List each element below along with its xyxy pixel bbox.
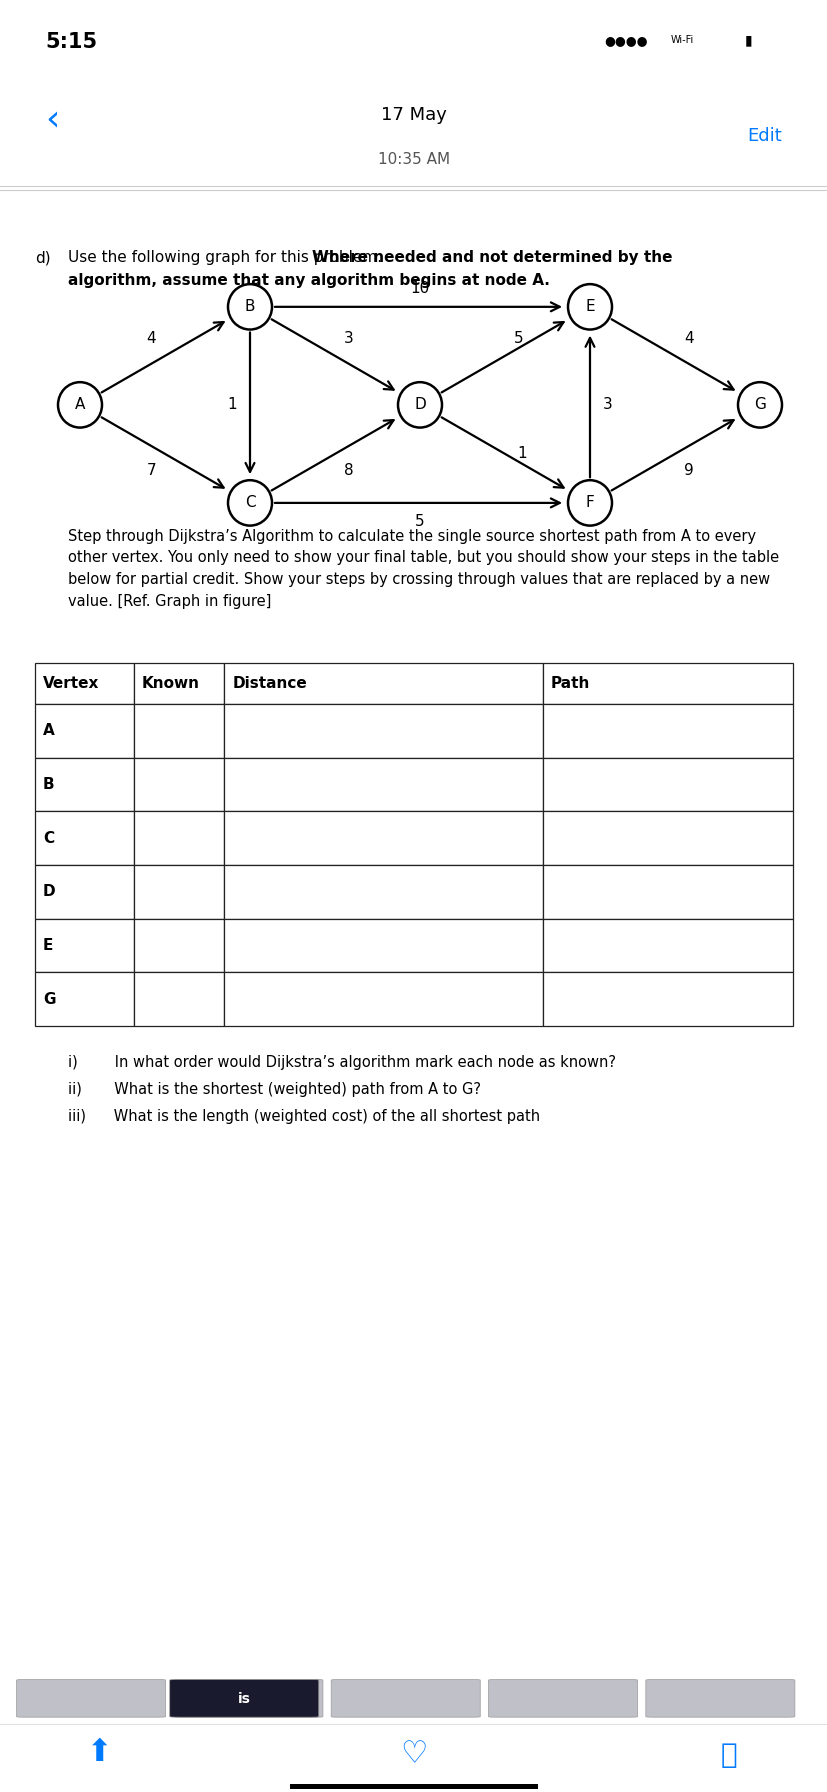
Text: ⬜: ⬜	[719, 1740, 736, 1769]
Text: 4: 4	[146, 332, 155, 346]
Bar	[224, 704, 543, 758]
Bar	[543, 973, 792, 1027]
Text: Distance: Distance	[232, 676, 307, 692]
Bar	[543, 663, 792, 704]
Bar	[35, 973, 133, 1027]
Text: 3: 3	[602, 398, 612, 412]
Text: 10:35 AM: 10:35 AM	[377, 152, 450, 167]
Text: 7: 7	[146, 464, 155, 478]
Text: A: A	[43, 724, 55, 738]
FancyBboxPatch shape	[645, 1679, 794, 1717]
Text: ii)       What is the shortest (weighted) path from A to G?: ii) What is the shortest (weighted) path…	[68, 1082, 480, 1097]
Text: G: G	[43, 991, 55, 1007]
Bar	[35, 812, 133, 866]
Text: 1: 1	[227, 398, 237, 412]
Bar	[133, 866, 224, 919]
Circle shape	[398, 382, 442, 428]
Text: ▮: ▮	[744, 34, 752, 47]
Bar	[224, 866, 543, 919]
Text: Wi-Fi: Wi-Fi	[670, 36, 693, 45]
Text: 5: 5	[414, 514, 424, 529]
Bar	[543, 866, 792, 919]
Bar	[224, 919, 543, 973]
Text: Vertex: Vertex	[43, 676, 99, 692]
Bar	[289, 1785, 538, 1788]
Bar	[224, 973, 543, 1027]
FancyBboxPatch shape	[174, 1679, 323, 1717]
Text: C: C	[43, 831, 54, 846]
Circle shape	[227, 285, 272, 330]
Circle shape	[737, 382, 781, 428]
Text: B: B	[245, 299, 255, 314]
Text: 5:15: 5:15	[45, 32, 98, 52]
Bar	[133, 704, 224, 758]
Bar	[543, 919, 792, 973]
Bar	[133, 919, 224, 973]
Text: iii)      What is the length (weighted cost) of the all shortest path: iii) What is the length (weighted cost) …	[68, 1109, 539, 1124]
Bar	[543, 812, 792, 866]
Bar	[224, 812, 543, 866]
Text: F: F	[585, 495, 594, 511]
Text: Use the following graph for this problem.: Use the following graph for this problem…	[68, 251, 386, 265]
Text: C: C	[245, 495, 255, 511]
Text: E: E	[585, 299, 594, 314]
Text: ●●●●: ●●●●	[604, 34, 648, 47]
Bar	[133, 758, 224, 812]
FancyBboxPatch shape	[488, 1679, 637, 1717]
Text: Where needed and not determined by the: Where needed and not determined by the	[311, 251, 672, 265]
Bar	[133, 973, 224, 1027]
Bar	[35, 866, 133, 919]
Text: 3: 3	[343, 332, 353, 346]
Circle shape	[58, 382, 102, 428]
Text: G: G	[753, 398, 765, 412]
Circle shape	[227, 480, 272, 525]
Bar	[224, 758, 543, 812]
Bar	[35, 758, 133, 812]
Circle shape	[567, 285, 611, 330]
Text: Step through Dijkstra’s Algorithm to calculate the single source shortest path f: Step through Dijkstra’s Algorithm to cal…	[68, 529, 755, 543]
Text: 4: 4	[683, 332, 693, 346]
Bar	[543, 758, 792, 812]
Text: A: A	[74, 398, 85, 412]
Text: 9: 9	[683, 464, 693, 478]
Text: other vertex. You only need to show your final table, but you should show your s: other vertex. You only need to show your…	[68, 550, 778, 564]
Text: D: D	[414, 398, 425, 412]
Text: 1: 1	[517, 446, 527, 461]
FancyBboxPatch shape	[170, 1679, 318, 1717]
Circle shape	[567, 480, 611, 525]
Text: i)        In what order would Dijkstra’s algorithm mark each node as known?: i) In what order would Dijkstra’s algori…	[68, 1055, 615, 1070]
FancyBboxPatch shape	[331, 1679, 480, 1717]
Bar	[224, 663, 543, 704]
Text: 10: 10	[410, 281, 429, 296]
Bar	[133, 663, 224, 704]
Text: Edit: Edit	[747, 127, 782, 145]
Text: Path: Path	[550, 676, 590, 692]
Text: is: is	[237, 1692, 251, 1706]
Text: Known: Known	[141, 676, 199, 692]
Bar	[35, 704, 133, 758]
Bar	[133, 812, 224, 866]
Text: ⬆: ⬆	[87, 1738, 112, 1767]
Text: ‹: ‹	[45, 104, 60, 138]
Text: below for partial credit. Show your steps by crossing through values that are re: below for partial credit. Show your step…	[68, 572, 769, 588]
Text: E: E	[43, 937, 53, 953]
FancyBboxPatch shape	[17, 1679, 165, 1717]
Bar	[35, 663, 133, 704]
Text: d): d)	[35, 251, 50, 265]
Text: algorithm, assume that any algorithm begins at node A.: algorithm, assume that any algorithm beg…	[68, 272, 549, 289]
Text: ♡: ♡	[399, 1740, 428, 1769]
Text: 5: 5	[514, 332, 523, 346]
Text: 17 May: 17 May	[380, 106, 447, 124]
Text: value. [Ref. Graph in figure]: value. [Ref. Graph in figure]	[68, 593, 271, 609]
Text: D: D	[43, 885, 55, 900]
Bar	[35, 919, 133, 973]
Bar	[543, 704, 792, 758]
Text: 8: 8	[343, 464, 353, 478]
Text: B: B	[43, 778, 55, 792]
